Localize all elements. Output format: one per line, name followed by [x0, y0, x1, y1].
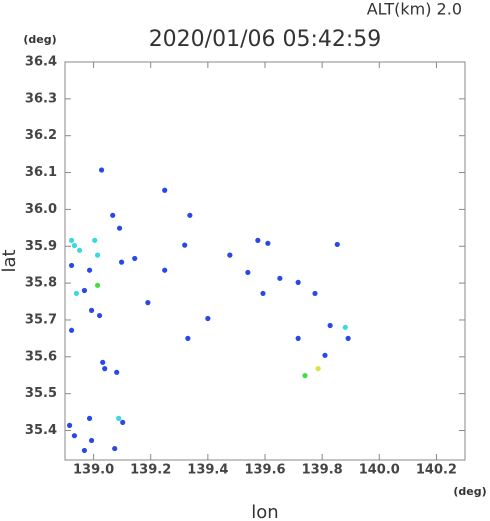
- echo-point: [342, 324, 348, 330]
- echo-point: [345, 335, 351, 341]
- echo-point: [94, 252, 101, 258]
- echo-point: [76, 247, 83, 253]
- echo-point: [114, 369, 120, 375]
- echo-point: [227, 252, 233, 258]
- altitude-label: ALT(km) 2.0: [367, 0, 462, 19]
- echo-point: [68, 237, 75, 243]
- y-tick-label: 35.9: [25, 239, 57, 254]
- y-tick-label: 35.4: [25, 423, 57, 438]
- echo-point: [187, 212, 193, 218]
- echo-point: [73, 290, 80, 297]
- x-tick-label: 139.2: [130, 463, 171, 478]
- y-axis-label: lat: [0, 249, 20, 272]
- y-tick-label: 35.8: [25, 276, 57, 291]
- echo-point: [185, 335, 191, 341]
- y-tick-label: 36.2: [25, 128, 57, 143]
- echo-point: [100, 359, 106, 365]
- echo-point: [110, 212, 116, 218]
- y-tick-label: 36.1: [25, 165, 57, 180]
- echo-point: [162, 267, 168, 273]
- echo-point: [71, 433, 78, 439]
- x-unit: (deg): [453, 485, 486, 498]
- echo-point: [88, 307, 95, 313]
- echo-point: [312, 290, 318, 297]
- echo-point: [162, 187, 168, 193]
- echo-point: [334, 241, 340, 248]
- x-tick-label: 139.8: [302, 463, 343, 478]
- x-tick-label: 139.0: [73, 463, 114, 478]
- echo-point: [205, 315, 211, 322]
- echo-point: [255, 237, 261, 243]
- echo-point: [295, 279, 301, 285]
- chart-title: 2020/01/06 05:42:59: [149, 27, 382, 52]
- echo-point: [302, 373, 308, 379]
- echo-point: [116, 225, 123, 231]
- echo-point: [182, 242, 188, 248]
- y-tick-label: 36.0: [25, 202, 57, 217]
- echo-point: [132, 255, 138, 262]
- echo-point: [277, 275, 283, 281]
- y-tick-label: 35.5: [25, 386, 57, 401]
- y-tick-label: 35.7: [25, 312, 57, 327]
- echo-point: [245, 269, 251, 276]
- echo-point: [322, 352, 328, 358]
- echo-point: [86, 415, 93, 421]
- x-tick-label: 139.6: [244, 463, 285, 478]
- x-tick-label: 139.4: [187, 463, 228, 478]
- echo-point: [68, 262, 75, 269]
- y-unit: (deg): [23, 33, 56, 46]
- x-tick-label: 140.0: [359, 463, 400, 478]
- echo-point: [88, 437, 95, 444]
- echo-point: [145, 300, 151, 306]
- x-axis-label: lon: [251, 502, 278, 521]
- echo-point: [86, 267, 93, 273]
- echo-point: [94, 282, 101, 288]
- y-tick-label: 36.4: [25, 55, 57, 70]
- echo-point: [295, 335, 301, 341]
- echo-point: [68, 327, 75, 333]
- echo-point: [118, 259, 125, 265]
- echo-point: [260, 290, 266, 297]
- echo-point: [81, 287, 88, 294]
- y-tick-label: 35.6: [25, 349, 57, 364]
- echo-point: [102, 366, 108, 372]
- y-tick-label: 36.3: [25, 91, 57, 106]
- echo-point: [81, 447, 88, 454]
- echo-point: [66, 422, 73, 428]
- echo-point: [315, 366, 321, 372]
- echo-point: [116, 415, 122, 421]
- echo-point: [71, 242, 78, 249]
- echo-point: [96, 312, 103, 319]
- echo-point: [112, 445, 118, 452]
- echo-point: [98, 167, 105, 173]
- echo-point: [92, 237, 98, 243]
- echo-point: [120, 419, 126, 426]
- echo-point: [327, 322, 333, 329]
- plot-frame: [64, 61, 466, 461]
- x-tick-label: 140.2: [416, 463, 457, 478]
- echo-point: [265, 240, 271, 246]
